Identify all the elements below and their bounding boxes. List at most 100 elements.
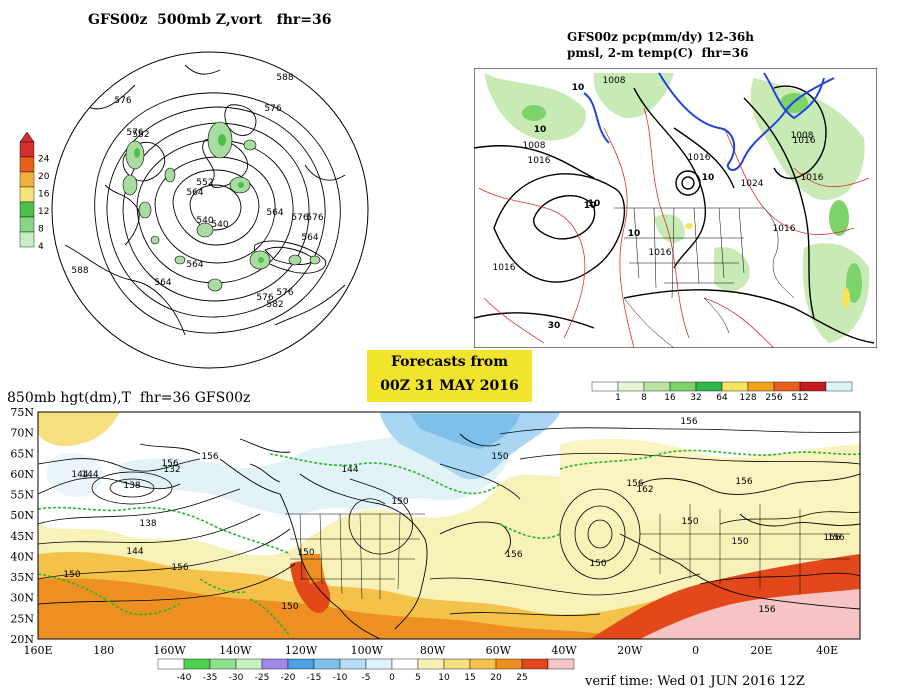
- world-lat-label: 35N: [10, 571, 34, 584]
- na-isobar-label: 1024: [741, 179, 764, 189]
- world-lon-label: 120W: [285, 644, 318, 654]
- world-lat-label: 45N: [10, 530, 34, 543]
- world-lon-label: 100W: [351, 644, 384, 654]
- world-lat-label: 65N: [10, 447, 34, 460]
- polar-contour-label: 582: [266, 300, 283, 310]
- na-cbar-swatch: [721, 381, 749, 392]
- na-cbar-tick: 64: [716, 393, 728, 403]
- na-cbar-tick: 32: [690, 393, 701, 403]
- world-lon-label: 40E: [816, 644, 838, 654]
- na-isobar-label: 1016: [493, 263, 516, 273]
- world-lon-label: 0: [692, 644, 699, 654]
- world-height-label: 144: [126, 547, 143, 557]
- world-lat-label: 60N: [10, 468, 34, 481]
- world-height-label: 150: [731, 537, 748, 547]
- polar-colorbar: 24 20 16 12 8 4: [19, 131, 50, 252]
- world-lat-label: 75N: [10, 406, 34, 419]
- na-isobar-label: 1016: [801, 173, 824, 183]
- world-lon-label: 180: [93, 644, 114, 654]
- na-cbar-tick: 16: [664, 393, 676, 403]
- polar-cbar-swatch: [19, 141, 35, 158]
- world-lat-label: 50N: [10, 509, 34, 522]
- polar-cbar-tick: 12: [38, 207, 49, 217]
- world-cbar-swatch: [469, 658, 497, 670]
- na-isobar-label: 1016: [649, 248, 672, 258]
- world-cbar-swatch: [495, 658, 523, 670]
- world-height-label: 150: [681, 517, 698, 527]
- na-cbar-swatch: [617, 381, 645, 392]
- world-cbar-swatch: [235, 658, 263, 670]
- world-lon-label: 40W: [551, 644, 577, 654]
- na-cbar-tick: 1: [615, 393, 621, 403]
- world-cbar-tick: -35: [203, 673, 218, 683]
- world-height-label: 156: [680, 417, 697, 427]
- na-cbar-tick: 512: [791, 393, 808, 403]
- polar-cbar-tick: 24: [38, 155, 50, 165]
- world-lat-label: 25N: [10, 612, 34, 625]
- na-cbar-swatch: [747, 381, 775, 392]
- world-cbar-swatch: [417, 658, 445, 670]
- world-cbar-swatch: [287, 658, 315, 670]
- na-temp-label: 10: [702, 173, 715, 183]
- polar-cbar-swatch: [19, 231, 35, 248]
- polar-contour-label: 564: [186, 188, 203, 198]
- world-height-label: 132: [163, 465, 180, 475]
- world-lon-label: 160E: [23, 644, 52, 654]
- na-temp-label: 10: [584, 201, 597, 211]
- world-height-label: 156: [735, 477, 752, 487]
- na-cbar-swatch: [773, 381, 801, 392]
- world-cbar-swatch: [209, 658, 237, 670]
- polar-contour-label: 576: [264, 104, 281, 114]
- world-cbar-swatch: [183, 658, 211, 670]
- na-cbar-swatch: [695, 381, 723, 392]
- world-cbar-tick: 5: [415, 673, 421, 683]
- world-cbar-tick: 15: [464, 673, 475, 683]
- world-height-label: 150: [391, 497, 408, 507]
- polar-cbar-swatch: [19, 186, 35, 203]
- world-cbar-tick: -40: [177, 673, 192, 683]
- polar-contour-label: 576: [126, 128, 143, 138]
- world-lat-label: 70N: [10, 427, 34, 440]
- world-lon-label: 60W: [486, 644, 512, 654]
- world-height-label: 150: [491, 452, 508, 462]
- polar-cbar-tick: 8: [38, 225, 44, 235]
- polar-cbar-arrow: [19, 131, 35, 143]
- world-height-label: 156: [823, 533, 840, 543]
- world-cbar-swatch: [365, 658, 393, 670]
- polar-contour-label: 552: [132, 130, 149, 140]
- na-cbar-swatch: [799, 381, 827, 392]
- world-height-label: 144: [71, 470, 88, 480]
- world-cbar-tick: 25: [516, 673, 527, 683]
- na-isobar-label: 1016: [688, 153, 711, 163]
- world-height-label: 150: [589, 559, 606, 569]
- world-cbar-swatch: [261, 658, 289, 670]
- world-lon-label: 140W: [219, 644, 252, 654]
- world-lat-label: 55N: [10, 489, 34, 502]
- polar-cbar-tick: 20: [38, 172, 50, 182]
- na-cbar-tick: 128: [739, 393, 756, 403]
- world-height-label: 156: [827, 533, 844, 543]
- na-cbar-swatch: [643, 381, 671, 392]
- na-colorbar: 1 8 16 32 64 128 256 512: [591, 381, 853, 403]
- world-height-label: 144: [341, 465, 358, 475]
- world-lon-label: 20E: [750, 644, 772, 654]
- na-panel-title-line2: pmsl, 2-m temp(C) fhr=36: [567, 46, 749, 60]
- na-cbar-tick: 256: [765, 393, 782, 403]
- world-temp-colorbar: -40 -35 -30 -25 -20 -15 -10 -5 0 5 10 15 20 25: [157, 658, 575, 683]
- world-cbar-swatch: [313, 658, 341, 670]
- na-isobar-label: 1016: [793, 136, 816, 146]
- na-cbar-tick: 8: [641, 393, 647, 403]
- polar-cbar-tick: 4: [38, 242, 44, 252]
- world-panel-title: 850mb hgt(dm),T fhr=36 GFS00z: [7, 390, 251, 406]
- world-height-label: 144: [81, 470, 98, 480]
- na-isobar-label: 1008: [603, 76, 626, 86]
- world-height-label: 150: [63, 570, 80, 580]
- world-height-label: 138: [139, 519, 156, 529]
- polar-cbar-tick: 16: [38, 190, 50, 200]
- forecast-init-banner: Forecasts from 00Z 31 MAY 2016: [367, 350, 532, 402]
- world-cbar-swatch: [443, 658, 471, 670]
- na-temp-label: 10: [628, 229, 641, 239]
